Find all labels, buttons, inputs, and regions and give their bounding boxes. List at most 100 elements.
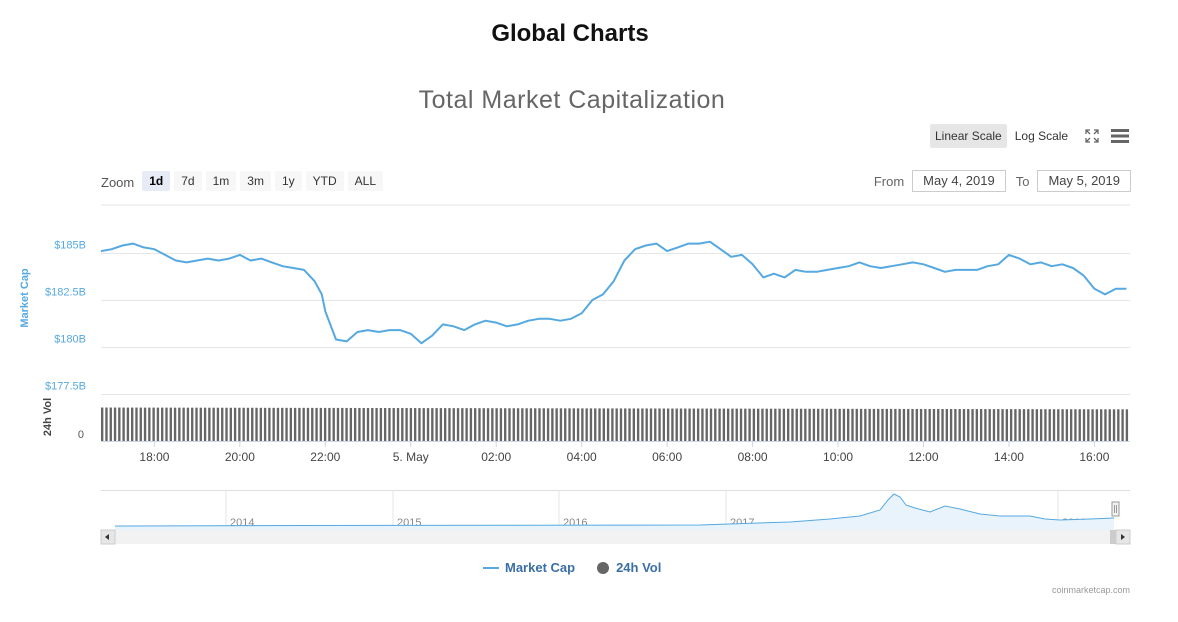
- legend-item-24h-vol[interactable]: 24h Vol: [597, 560, 661, 575]
- volume-bar: [834, 408, 837, 441]
- volume-bar: [872, 408, 876, 441]
- volume-bar: [979, 409, 983, 441]
- zoom-1m-button[interactable]: 1m: [205, 171, 237, 191]
- volume-bar: [1014, 409, 1017, 441]
- volume-tick-label: 0: [78, 429, 84, 441]
- zoom-ytd-button[interactable]: YTD: [305, 171, 344, 191]
- volume-bar: [962, 409, 966, 441]
- volume-bar: [371, 407, 374, 441]
- volume-bar: [212, 407, 215, 441]
- volume-bar: [679, 408, 683, 441]
- volume-bar: [825, 408, 828, 441]
- scale-toolbar: Linear Scale Log Scale: [930, 124, 1130, 148]
- volume-bar: [1087, 409, 1090, 441]
- volume-bar: [988, 409, 991, 441]
- legend-dot-marker: [597, 561, 610, 574]
- volume-bar: [521, 408, 524, 441]
- volume-bar: [263, 407, 267, 441]
- zoom-1d-button[interactable]: 1d: [142, 171, 171, 191]
- volume-bar: [353, 407, 357, 441]
- volume-bar: [718, 408, 721, 441]
- volume-bar: [225, 407, 228, 441]
- volume-bar: [658, 408, 661, 441]
- volume-bar: [396, 408, 400, 441]
- volume-bar: [765, 408, 768, 441]
- volume-bar: [534, 408, 537, 441]
- volume-bar: [671, 408, 674, 441]
- volume-bar: [606, 408, 610, 441]
- volume-axis-title: 24h Vol: [42, 398, 54, 436]
- volume-bar: [1035, 409, 1039, 441]
- volume-bar: [328, 407, 331, 441]
- volume-bar: [392, 408, 395, 441]
- volume-bar: [143, 407, 147, 441]
- volume-bar: [662, 408, 666, 441]
- volume-bar: [1099, 409, 1103, 441]
- volume-bar: [615, 408, 618, 441]
- volume-bar: [195, 407, 198, 441]
- y-tick-label: $177.5B: [45, 381, 86, 393]
- volume-bar: [984, 409, 987, 441]
- x-tick-label: 12:00: [908, 450, 938, 464]
- volume-bar: [456, 408, 460, 441]
- volume-bar: [842, 408, 846, 441]
- fullscreen-icon[interactable]: [1083, 127, 1101, 145]
- volume-bar: [864, 408, 867, 441]
- volume-bar: [787, 408, 790, 441]
- volume-bar: [1001, 409, 1004, 441]
- volume-bar: [426, 408, 430, 441]
- volume-bar: [525, 408, 528, 441]
- to-date-input[interactable]: May 5, 2019: [1037, 170, 1131, 192]
- volume-bar: [109, 407, 112, 441]
- legend-item-market-cap[interactable]: Market Cap: [483, 560, 575, 575]
- volume-bar: [1052, 409, 1056, 441]
- volume-bar: [1022, 409, 1026, 441]
- volume-bar: [401, 408, 404, 441]
- volume-bar: [379, 408, 383, 441]
- navigator-handle: [1111, 501, 1120, 517]
- volume-bar: [315, 407, 318, 441]
- volume-bar: [1048, 409, 1051, 441]
- volume-bar: [336, 407, 340, 441]
- volume-bar: [564, 408, 567, 441]
- volume-bar: [139, 407, 142, 441]
- zoom-1y-button[interactable]: 1y: [274, 171, 302, 191]
- volume-bar: [113, 407, 117, 441]
- volume-bar: [246, 407, 250, 441]
- volume-bar: [898, 408, 901, 441]
- zoom-all-button[interactable]: ALL: [347, 171, 383, 191]
- volume-bar: [555, 408, 558, 441]
- volume-bar: [877, 408, 880, 441]
- volume-bar: [649, 408, 653, 441]
- volume-bar: [165, 407, 168, 441]
- volume-bar: [272, 407, 275, 441]
- volume-bar: [958, 409, 961, 441]
- volume-bar: [366, 407, 370, 441]
- volume-bar: [546, 408, 550, 441]
- volume-bar: [1044, 409, 1047, 441]
- log-scale-button[interactable]: Log Scale: [1014, 129, 1069, 143]
- zoom-3m-button[interactable]: 3m: [240, 171, 271, 191]
- volume-bar: [821, 408, 824, 441]
- volume-bar: [208, 407, 211, 441]
- credit-link[interactable]: coinmarketcap.com: [1051, 585, 1130, 595]
- volume-bar: [714, 408, 717, 441]
- zoom-7d-button[interactable]: 7d: [174, 171, 202, 191]
- volume-bar: [242, 407, 245, 441]
- volume-bar: [1082, 409, 1086, 441]
- x-tick-label: 16:00: [1079, 450, 1109, 464]
- volume-bar: [516, 408, 520, 441]
- volume-bar: [859, 408, 863, 441]
- linear-scale-button[interactable]: Linear Scale: [930, 124, 1007, 148]
- volume-bar: [778, 408, 781, 441]
- volume-bar: [855, 408, 858, 441]
- y-tick-label: $182.5B: [45, 287, 86, 299]
- volume-bar: [251, 407, 254, 441]
- volume-bar: [624, 408, 627, 441]
- volume-bar: [1057, 409, 1060, 441]
- from-date-input[interactable]: May 4, 2019: [912, 170, 1006, 192]
- volume-bar: [804, 408, 807, 441]
- volume-bar: [885, 408, 888, 441]
- menu-icon[interactable]: [1111, 127, 1130, 145]
- volume-bar: [915, 408, 918, 441]
